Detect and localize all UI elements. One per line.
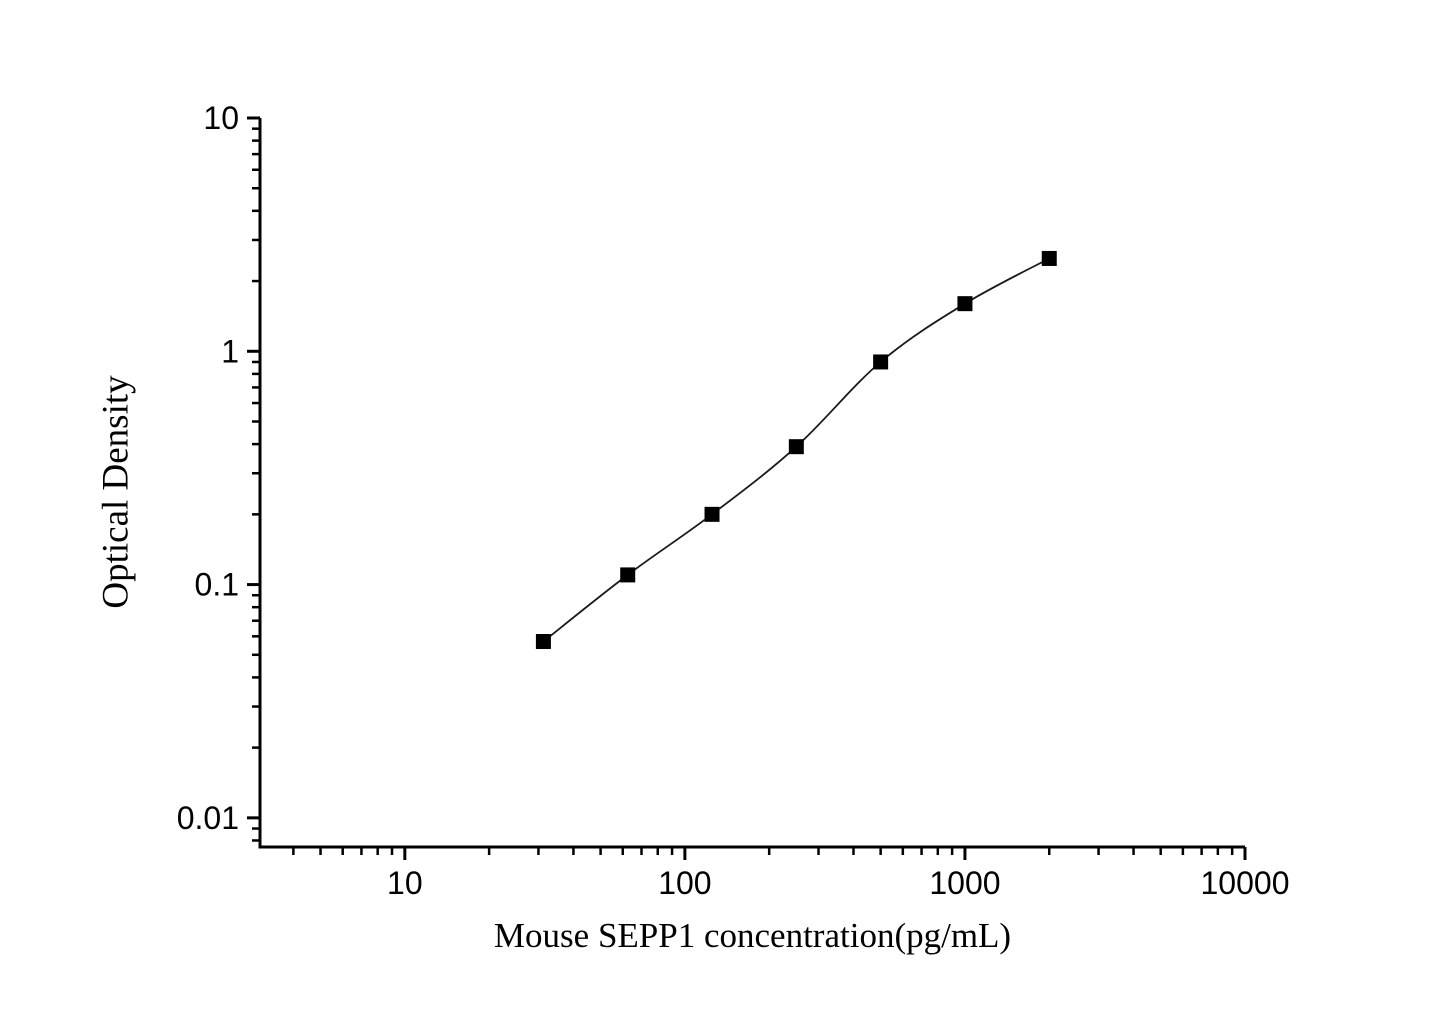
x-tick-label: 100 <box>658 865 711 901</box>
y-tick-label: 10 <box>203 100 239 136</box>
x-axis-title-text: Mouse SEPP1 concentration(pg/mL) <box>493 916 1012 955</box>
y-tick-label: 0.01 <box>177 800 239 836</box>
data-point-marker <box>788 439 804 455</box>
x-tick-label: 10000 <box>1201 865 1290 901</box>
data-point-marker <box>1041 250 1057 266</box>
x-tick-label: 10 <box>387 865 423 901</box>
data-point-marker <box>873 354 889 370</box>
data-point-marker <box>620 567 636 583</box>
data-point-marker <box>957 296 973 312</box>
y-tick-label: 0.1 <box>195 567 239 603</box>
data-point-marker <box>704 506 720 522</box>
data-point-marker <box>535 634 551 650</box>
x-tick-label: 1000 <box>929 865 1000 901</box>
y-tick-label: 1 <box>221 333 239 369</box>
x-axis-title: Mouse SEPP1 concentration(pg/mL) <box>260 916 1245 956</box>
y-axis-title-text: Optical Density <box>95 375 137 609</box>
